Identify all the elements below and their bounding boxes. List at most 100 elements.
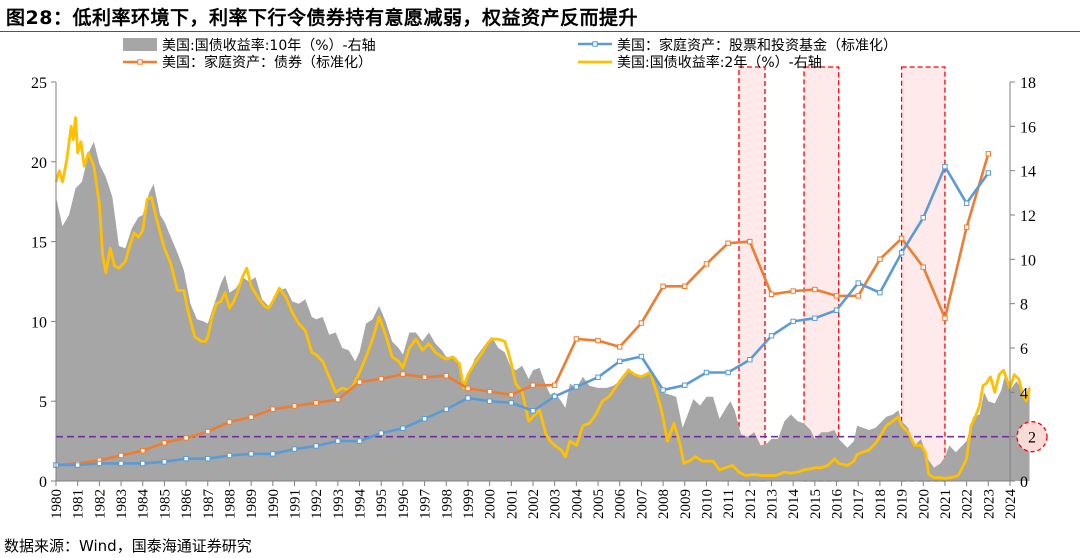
equity-point (877, 289, 883, 296)
bond-point (291, 403, 298, 409)
x-tick-label: 1990 (266, 489, 282, 519)
x-tick-label: 2010 (699, 489, 715, 519)
x-tick-label: 2005 (591, 489, 607, 519)
bond-point (855, 293, 861, 299)
equity-point (291, 446, 298, 452)
x-tick-label: 1980 (49, 489, 65, 519)
bond-point (833, 293, 840, 299)
equity-point (486, 398, 493, 404)
x-tick-label: 1999 (461, 489, 477, 519)
right-tick-label: 4 (1020, 385, 1028, 402)
legend-swatch-y10 (123, 38, 157, 51)
left-tick-label: 0 (39, 474, 47, 491)
x-tick-label: 1983 (114, 489, 130, 519)
right-tick-label: 6 (1020, 341, 1028, 358)
bond-point (313, 400, 319, 406)
equity-point (725, 369, 731, 376)
x-tick-label: 2023 (981, 489, 997, 519)
bond-point (682, 283, 688, 289)
bond-point (335, 396, 341, 403)
equity-point (248, 451, 254, 457)
bond-point (617, 344, 623, 350)
equity-point (855, 280, 861, 286)
equity-point (74, 462, 81, 468)
bond-point (183, 435, 189, 441)
bond-point (140, 447, 146, 454)
equity-point (335, 438, 341, 444)
x-tick-label: 2009 (678, 489, 694, 519)
equity-point (443, 406, 449, 412)
equity-point (573, 384, 580, 390)
equity-point (421, 416, 428, 422)
bond-point (638, 320, 645, 326)
bond-point (508, 392, 515, 398)
x-tick-label: 2003 (548, 489, 564, 519)
right-tick-label: 16 (1020, 119, 1036, 136)
bond-point (725, 240, 731, 246)
x-tick-label: 1982 (92, 489, 108, 519)
equity-point (465, 395, 471, 401)
x-tick-label: 2001 (504, 489, 520, 519)
x-tick-label: 1988 (222, 489, 238, 519)
equity-point (313, 443, 319, 449)
equity-point (920, 214, 926, 221)
legend-label-y2: 美国:国债收益率:2年（%）-右轴 (617, 54, 822, 71)
series-lines (53, 116, 1031, 480)
x-tick-label: 2024 (1003, 489, 1019, 520)
x-tick-label: 2018 (873, 489, 889, 519)
x-tick-label: 2011 (721, 489, 737, 518)
legend-marker-equity (592, 41, 598, 47)
left-tick-label: 25 (31, 75, 47, 92)
equity-point (205, 455, 211, 462)
equity-point (768, 333, 775, 339)
bond-point (768, 291, 775, 297)
chart-canvas: 0 5 10 15 20 25 0 4 6 8 10 12 14 16 18 1980 1981 1982 1983… (31, 37, 1048, 519)
equity-point (595, 374, 601, 380)
bond-point (443, 372, 449, 379)
annotations: 2 (1016, 421, 1048, 453)
bond-point (790, 288, 796, 294)
bond-point (161, 439, 168, 446)
equity-point (703, 369, 710, 376)
bond-point (898, 235, 905, 242)
x-tick-label: 2000 (483, 489, 499, 519)
bond-point (963, 224, 970, 230)
highlight-period-2 (803, 66, 840, 482)
yield-10y-area (56, 141, 1030, 482)
x-tick-label: 1995 (374, 489, 390, 519)
reference-label: 2 (1028, 430, 1036, 447)
yield-10y-area-group (56, 141, 1030, 482)
legend-label-bond: 美国：家庭资产：债券（标准化） (162, 54, 372, 71)
x-tick-label: 2021 (938, 489, 954, 519)
figure-title: 图28：低利率环境下，利率下行令债券持有意愿减弱，权益资产反而提升 (6, 7, 638, 29)
x-tick-label: 1998 (439, 489, 455, 519)
equity-point (118, 460, 124, 467)
equity-point (161, 459, 168, 465)
x-tick-label: 1997 (418, 489, 434, 520)
x-tick-label: 1985 (157, 489, 173, 519)
bond-point (486, 388, 493, 395)
x-tick-label: 2012 (743, 489, 759, 519)
bond-point (270, 406, 276, 412)
bond-point (877, 256, 883, 262)
x-tick-label: 2017 (851, 489, 867, 520)
bond-point (660, 283, 666, 289)
bond-point (530, 382, 536, 388)
reference-circle (1016, 421, 1048, 453)
x-tick-label: 1987 (201, 489, 217, 520)
equity-point (963, 200, 970, 206)
x-tick-label: 2015 (808, 489, 824, 519)
tick-labels: 0 5 10 15 20 25 0 4 6 8 10 12 14 16 18 1980 1981 1982 1983… (31, 75, 1036, 519)
equity-point (833, 307, 840, 313)
equity-point (400, 425, 406, 432)
equity-point (270, 451, 276, 457)
equity-point (638, 353, 645, 360)
yield-2y-line (54, 116, 1031, 480)
right-tick-label: 10 (1020, 252, 1036, 269)
equity-point (378, 430, 384, 436)
bond-point (942, 315, 948, 321)
equity-point (660, 387, 666, 393)
x-tick-label: 2020 (916, 489, 932, 519)
x-tick-label: 2002 (526, 489, 542, 519)
